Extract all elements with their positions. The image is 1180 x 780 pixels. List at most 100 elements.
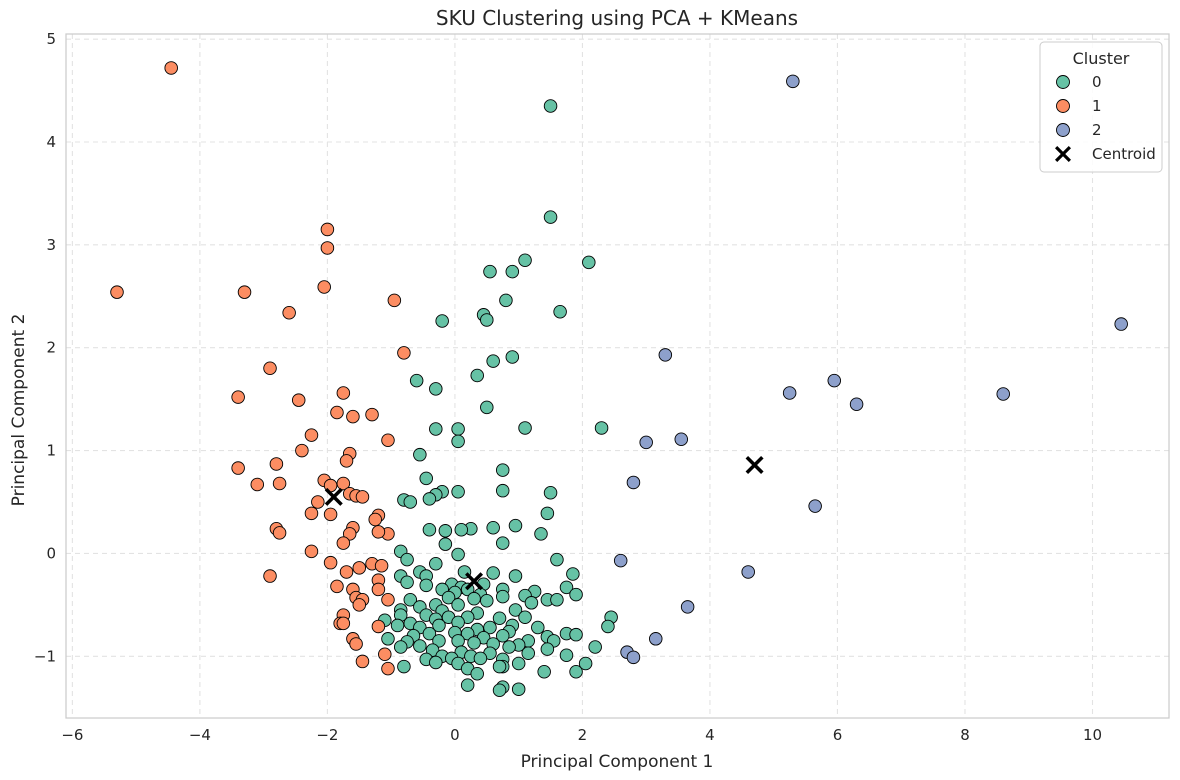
cluster-2-point <box>639 435 653 450</box>
centroid-marker <box>465 572 484 591</box>
cluster-1-point <box>164 61 178 75</box>
cluster-2-point <box>808 499 822 513</box>
legend-label-cluster-1: 1 <box>1092 97 1102 115</box>
cluster-2-point <box>613 553 628 568</box>
cluster-1-point <box>110 285 124 299</box>
cluster-0-point <box>492 611 507 625</box>
cluster-0-point <box>480 313 494 327</box>
cluster-0-point <box>419 471 433 486</box>
cluster-1-point <box>304 544 319 559</box>
cluster-1-point <box>381 433 395 448</box>
cluster-0-point <box>480 593 494 608</box>
cluster-0-point <box>524 596 539 610</box>
cluster-1-point <box>323 507 338 522</box>
plot-area-frame <box>65 33 1170 719</box>
cluster-2-point <box>741 565 755 579</box>
cluster-1-point <box>352 561 367 575</box>
cluster-2-point <box>680 600 695 614</box>
cluster-0-point <box>486 354 500 368</box>
cluster-1-point <box>371 582 386 597</box>
x-tick-label: −6 <box>61 726 83 744</box>
cluster-0-point <box>413 447 427 462</box>
cluster-2-point <box>674 432 689 447</box>
cluster-1-point <box>304 428 319 442</box>
cluster-2-point <box>782 386 797 400</box>
legend-title: Cluster <box>1073 49 1130 68</box>
cluster-0-point <box>518 421 532 435</box>
cluster-0-point <box>495 463 510 477</box>
cluster-1-point <box>339 565 354 579</box>
cluster-1-point <box>250 477 265 492</box>
cluster-1-point <box>311 495 325 509</box>
cluster-1-point <box>371 525 386 539</box>
cluster-2-point <box>827 373 842 388</box>
cluster-1-point <box>339 454 354 468</box>
chart-title: SKU Clustering using PCA + KMeans <box>436 6 798 30</box>
cluster-1-point <box>397 346 411 360</box>
cluster-1-point <box>330 405 344 420</box>
cluster-1-point <box>355 654 370 669</box>
cluster-0-point <box>441 590 456 605</box>
y-tick-label: 5 <box>46 30 56 48</box>
cluster-1-point <box>355 490 370 504</box>
cluster-0-point <box>429 382 443 396</box>
cluster-2-point <box>786 74 800 89</box>
cluster-1-point <box>378 647 392 661</box>
cluster-0-point <box>511 682 526 696</box>
cluster-2-point <box>626 650 641 665</box>
cluster-0-point <box>381 632 395 646</box>
cluster-0-point <box>480 400 494 415</box>
grid <box>66 34 1169 718</box>
legend-box <box>1039 41 1163 173</box>
cluster-1-point <box>365 407 379 422</box>
cluster-0-point <box>508 569 523 583</box>
cluster-0-point <box>521 646 535 660</box>
centroid-marker <box>324 487 343 506</box>
cluster-1-point <box>342 527 357 541</box>
x-tick-label: 10 <box>1083 726 1102 744</box>
data-points <box>110 61 1128 697</box>
cluster-2-point <box>626 475 641 490</box>
cluster-0-point <box>569 587 583 602</box>
cluster-1-point <box>336 476 351 491</box>
cluster-0-point <box>559 580 574 595</box>
x-tick-label: 0 <box>450 726 460 744</box>
legend-marker-cluster-0 <box>1056 75 1070 89</box>
legend-label-centroid: Centroid <box>1092 145 1156 163</box>
cluster-0-point <box>569 627 583 642</box>
cluster-1-point <box>263 361 277 376</box>
cluster-0-point <box>601 619 615 634</box>
cluster-1-point <box>272 526 287 540</box>
cluster-0-point <box>511 656 526 671</box>
cluster-1-point <box>291 393 306 407</box>
cluster-0-point <box>534 527 548 541</box>
cluster-0-point <box>429 422 443 436</box>
legend-label-cluster-2: 2 <box>1092 121 1102 139</box>
cluster-1-point <box>346 409 360 424</box>
cluster-2-point <box>996 387 1010 401</box>
cluster-1-point <box>381 592 395 607</box>
cluster-0-point <box>492 659 507 674</box>
cluster-0-point <box>495 483 510 498</box>
cluster-0-point <box>582 255 596 270</box>
cluster-0-point <box>435 314 449 328</box>
cluster-0-point <box>518 610 532 624</box>
cluster-0-point <box>419 578 433 593</box>
cluster-1-point <box>231 390 245 404</box>
y-tick-label: 2 <box>46 339 56 357</box>
cluster-0-point <box>432 618 446 633</box>
cluster-0-point <box>451 434 465 449</box>
cluster-0-point <box>505 350 520 364</box>
cluster-1-point <box>336 386 351 400</box>
centroid-marker <box>745 455 764 474</box>
cluster-2-point <box>658 348 673 362</box>
cluster-0-point <box>495 628 510 643</box>
y-tick-label: 4 <box>46 133 56 151</box>
cluster-0-point <box>451 422 465 436</box>
cluster-0-point <box>569 664 583 679</box>
legend-marker-centroid <box>1055 146 1071 162</box>
cluster-1-point <box>336 616 351 631</box>
y-tick-label: 0 <box>46 544 56 562</box>
cluster-0-point <box>403 495 418 509</box>
